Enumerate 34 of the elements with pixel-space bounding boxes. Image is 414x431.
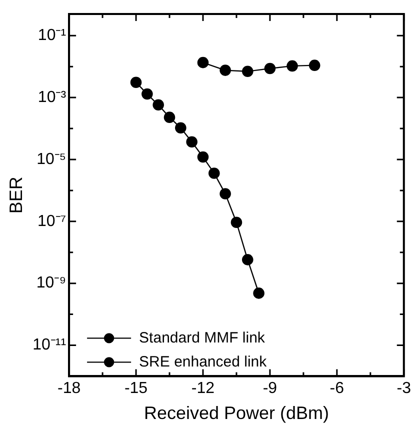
- legend-label: Standard MMF link: [139, 329, 266, 346]
- point: [186, 136, 198, 148]
- y-tick-label: 10⁻¹: [38, 27, 66, 44]
- point: [253, 288, 264, 299]
- point: [264, 62, 276, 74]
- x-tick-label: -9: [262, 380, 278, 398]
- x-tick-label: -6: [330, 380, 344, 398]
- legend-label: SRE enhanced link: [139, 353, 268, 370]
- y-axis-title: BER: [6, 176, 26, 214]
- point: [197, 56, 209, 68]
- x-axis-title: Received Power (dBm): [144, 403, 329, 424]
- point: [142, 88, 153, 100]
- point: [130, 76, 142, 88]
- x-tick-label: -3: [396, 380, 412, 398]
- point: [242, 254, 254, 266]
- point: [230, 216, 242, 228]
- y-tick-label: 10⁻³: [38, 88, 67, 106]
- point: [220, 188, 231, 200]
- point: [242, 66, 254, 78]
- point: [208, 168, 220, 179]
- point: [175, 122, 186, 134]
- y-tick-label: 10⁻⁷: [37, 212, 66, 230]
- point: [308, 60, 320, 71]
- y-tick-label: 10⁻¹¹: [32, 336, 66, 354]
- x-tick-label: -12: [191, 380, 215, 398]
- point: [164, 112, 176, 123]
- y-tick-label: 10⁻⁹: [36, 274, 66, 292]
- x-tick-label: -18: [57, 380, 81, 398]
- point: [220, 64, 231, 76]
- point: [152, 99, 164, 111]
- point: [286, 60, 298, 72]
- x-tick-label: -15: [124, 380, 148, 398]
- y-tick-label: 10⁻⁵: [36, 150, 66, 168]
- point: [197, 151, 209, 163]
